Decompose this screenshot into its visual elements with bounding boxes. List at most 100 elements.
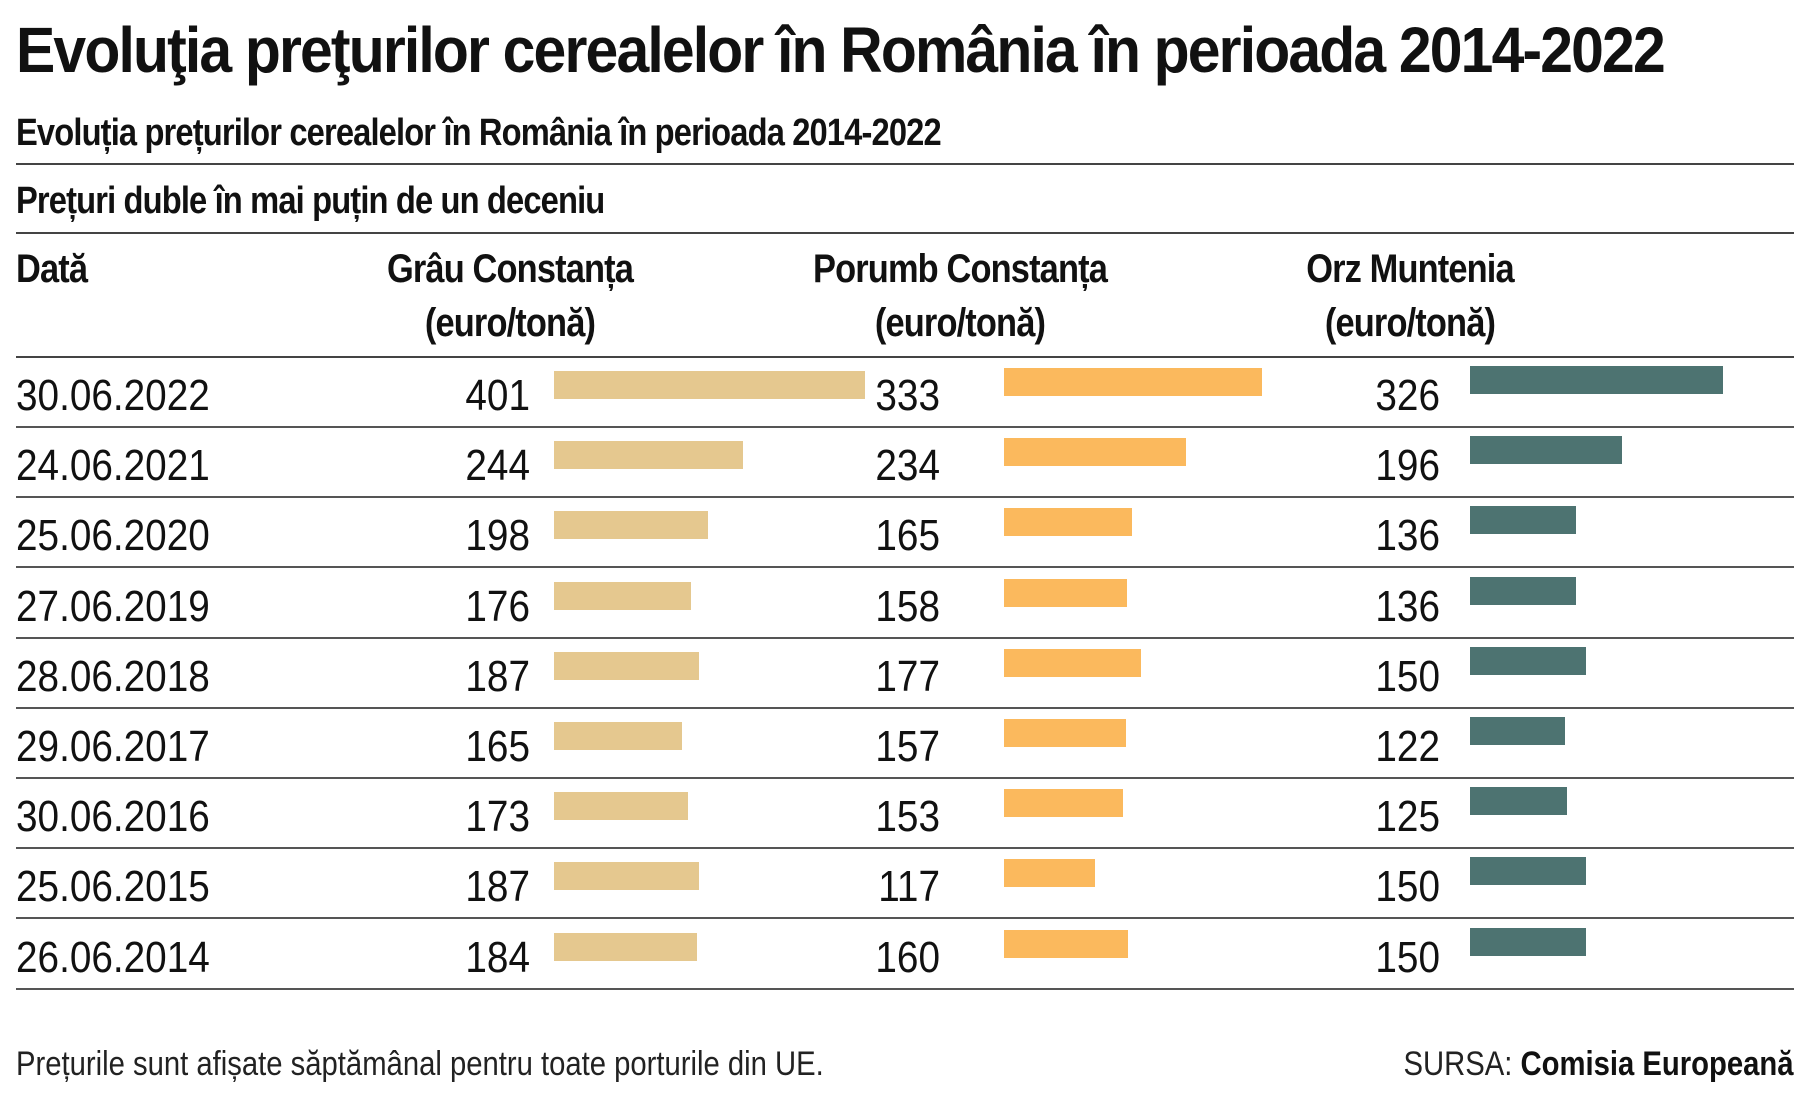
wheat-value-label: 244	[465, 441, 530, 491]
barley-value-label: 125	[1375, 792, 1440, 842]
source-name: Comisia Europeană	[1520, 1045, 1793, 1083]
row-divider	[16, 496, 1794, 499]
wheat-value-label: 401	[465, 371, 530, 420]
corn-value-label: 117	[878, 862, 940, 912]
wheat-bar	[554, 441, 744, 470]
column-header-wheat: Grâu Constanța (euro/tonă)	[340, 242, 680, 350]
barley-value-label: 326	[1375, 371, 1440, 420]
table-row: 27.06.2019 176 158 136	[16, 569, 1794, 639]
wheat-bar	[554, 371, 866, 399]
corn-bar	[1004, 789, 1123, 818]
table-row: 30.06.2022 401 333 326	[16, 358, 1794, 428]
barley-value-label: 122	[1375, 722, 1440, 771]
column-header-barley-unit: (euro/tonă)	[1324, 301, 1496, 345]
divider	[16, 163, 1794, 165]
source-label: SURSA:	[1403, 1045, 1512, 1083]
corn-bar	[1004, 859, 1095, 888]
footnote: Prețurile sunt afișate săptămânal pentru…	[16, 1045, 824, 1083]
corn-value-label: 333	[875, 371, 940, 420]
corn-value-label: 165	[875, 511, 940, 561]
corn-value-label: 160	[875, 932, 940, 982]
table-row: 29.06.2017 165 157 122	[16, 709, 1794, 779]
corn-value-label: 157	[875, 722, 940, 771]
corn-bar	[1004, 438, 1186, 467]
corn-value-label: 153	[875, 792, 940, 842]
date-label: 26.06.2014	[16, 932, 210, 982]
table-row: 30.06.2016 173 153 125	[16, 779, 1794, 850]
column-header-date: Dată	[16, 247, 88, 291]
date-label: 24.06.2021	[16, 441, 210, 491]
barley-bar	[1470, 576, 1576, 605]
row-divider	[16, 706, 1794, 709]
table-row: 28.06.2018 187 177 150	[16, 639, 1794, 709]
date-label: 25.06.2020	[16, 511, 210, 561]
wheat-bar	[554, 932, 697, 961]
date-label: 28.06.2018	[16, 651, 210, 701]
column-header-corn-name: Porumb Constanța	[813, 247, 1108, 291]
column-header-wheat-name: Grâu Constanța	[386, 247, 634, 291]
wheat-value-label: 173	[465, 792, 530, 842]
corn-value-label: 234	[875, 441, 940, 491]
wheat-bar	[554, 511, 708, 540]
column-header-corn: Porumb Constanța (euro/tonă)	[760, 242, 1160, 350]
barley-value-label: 150	[1375, 932, 1440, 982]
wheat-bar	[554, 651, 700, 680]
wheat-value-label: 187	[465, 651, 530, 701]
wheat-bar	[554, 722, 683, 750]
barley-bar	[1470, 436, 1623, 465]
corn-bar	[1004, 648, 1142, 677]
column-header-corn-unit: (euro/tonă)	[874, 301, 1046, 345]
barley-value-label: 136	[1375, 511, 1440, 561]
chart-subtitle: Evoluția prețurilor cerealelor în Români…	[16, 112, 942, 154]
barley-bar	[1470, 787, 1567, 816]
date-label: 30.06.2016	[16, 792, 210, 842]
column-header-wheat-unit: (euro/tonă)	[424, 301, 596, 345]
source-credit: SURSA: Comisia Europeană	[1403, 1042, 1793, 1086]
corn-bar	[1004, 368, 1263, 396]
column-header-barley: Orz Muntenia (euro/tonă)	[1230, 242, 1590, 350]
barley-bar	[1470, 646, 1587, 675]
wheat-value-label: 198	[465, 511, 530, 561]
corn-bar	[1004, 929, 1129, 958]
wheat-value-label: 184	[465, 932, 530, 982]
wheat-value-label: 176	[465, 581, 530, 631]
date-label: 25.06.2015	[16, 862, 210, 912]
row-divider	[16, 636, 1794, 639]
barley-bar	[1470, 366, 1723, 394]
barley-bar	[1470, 857, 1587, 886]
column-header-barley-name: Orz Muntenia	[1306, 247, 1514, 291]
table-row: 25.06.2020 198 165 136	[16, 498, 1794, 569]
divider	[16, 356, 1794, 358]
barley-value-label: 196	[1375, 441, 1440, 491]
chart-title: Evoluţia preţurilor cerealelor în Români…	[16, 14, 1666, 86]
table-row: 24.06.2021 244 234 196	[16, 428, 1794, 499]
wheat-bar	[554, 862, 700, 891]
wheat-value-label: 187	[465, 862, 530, 912]
corn-value-label: 177	[875, 651, 940, 701]
barley-value-label: 136	[1375, 581, 1440, 631]
barley-bar	[1470, 717, 1565, 745]
barley-bar	[1470, 506, 1576, 535]
corn-bar	[1004, 508, 1133, 537]
row-divider	[16, 426, 1794, 428]
row-divider	[16, 847, 1794, 850]
barley-value-label: 150	[1375, 862, 1440, 912]
table-row: 26.06.2014 184 160 150	[16, 920, 1794, 990]
date-label: 27.06.2019	[16, 581, 210, 631]
corn-bar	[1004, 578, 1127, 607]
table-row: 25.06.2015 187 117 150	[16, 849, 1794, 920]
corn-value-label: 158	[875, 581, 940, 631]
row-divider	[16, 566, 1794, 569]
date-label: 29.06.2017	[16, 722, 210, 771]
barley-bar	[1470, 927, 1587, 956]
chart-heading: Prețuri duble în mai puțin de un deceniu	[16, 180, 605, 222]
divider	[16, 232, 1794, 234]
row-divider	[16, 917, 1794, 920]
corn-bar	[1004, 719, 1126, 747]
wheat-value-label: 165	[465, 722, 530, 771]
row-divider	[16, 777, 1794, 779]
wheat-bar	[554, 792, 689, 821]
date-label: 30.06.2022	[16, 371, 210, 420]
wheat-bar	[554, 581, 691, 610]
barley-value-label: 150	[1375, 651, 1440, 701]
